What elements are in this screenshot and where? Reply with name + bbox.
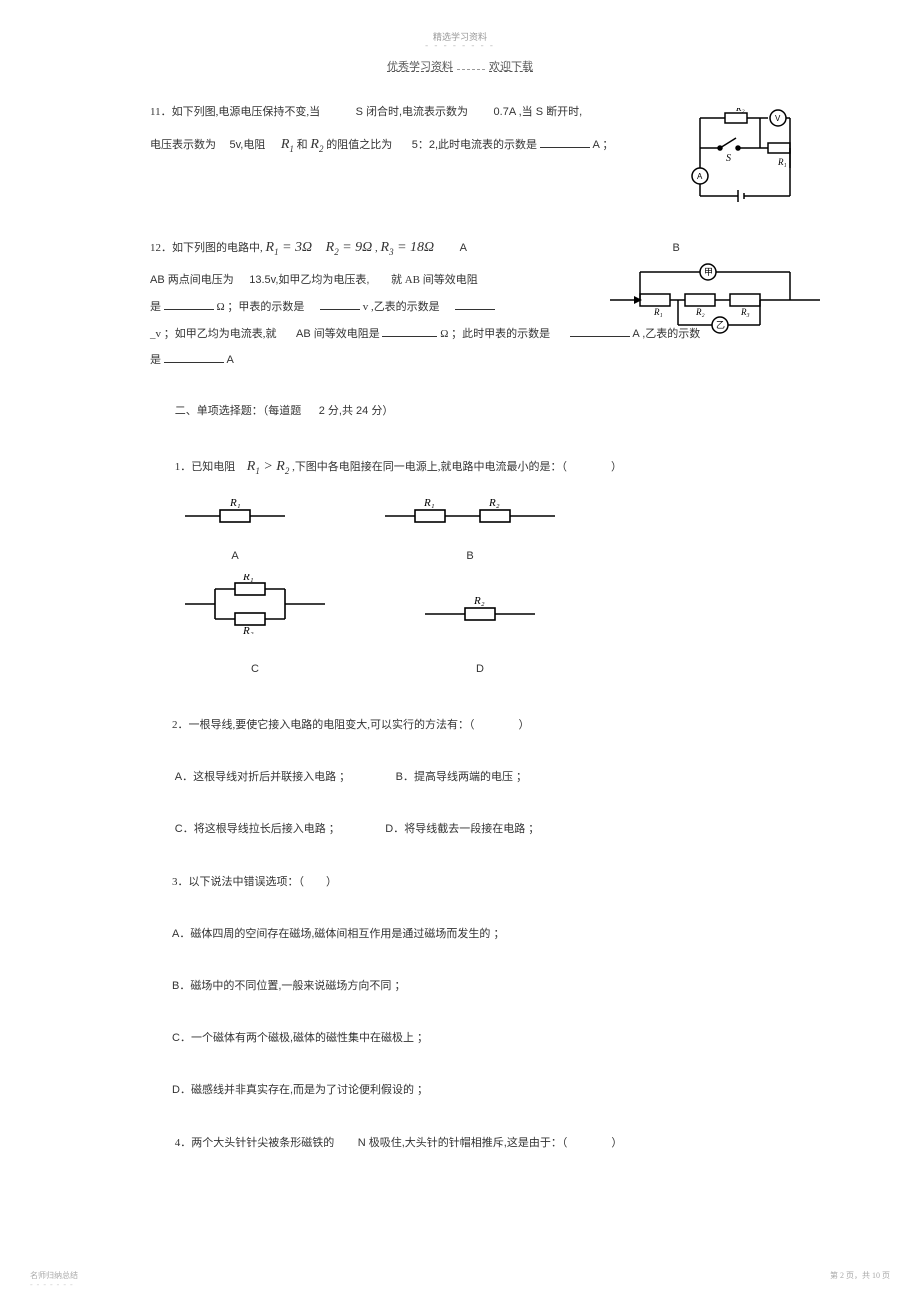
- m1-prefix: 1．已知电阻: [175, 461, 236, 473]
- q12-blank6: [164, 352, 224, 363]
- q11-line1: 11．如下列图,电源电压保持不变,当 S 闭合时,电流表示数为 0.7A ,当 …: [150, 100, 770, 124]
- q11-s1: S 闭合时,电流表示数为: [356, 106, 468, 118]
- q11-line2: 电压表示数为 5v,电阻 R1 和 R2 的阻值之比为 5：2,此时电流表的示数…: [150, 130, 770, 161]
- m2-ab: A．这根导线对折后并联接入电路 ； B．提高导线两端的电压 ；: [150, 765, 770, 789]
- q12-l4a: _v ；如甲乙均为电流表,就: [150, 328, 277, 340]
- opt-B: R₁ R₂ B: [380, 494, 560, 567]
- m3-D: D．磁感线并非真实存在,而是为了讨论便利假设的 ；: [150, 1078, 770, 1102]
- svg-text:V: V: [775, 114, 781, 123]
- svg-text:R₁: R₁: [423, 497, 435, 509]
- opt-A-label: A: [180, 544, 290, 568]
- q11-R2: R2: [310, 137, 323, 152]
- sec2-b: 2 分,共 24 分）: [319, 405, 394, 417]
- m1-line: 1．已知电阻 R1 > R2 ,下图中各电阻接在同一电源上,就电路中电流最小的是…: [150, 452, 770, 483]
- opt-B-label: B: [380, 544, 560, 568]
- q11-l2a: 电压表示数为: [150, 139, 216, 151]
- svg-text:R₂: R₂: [473, 595, 485, 607]
- q12-R2eq: R2 = 9Ω: [326, 240, 373, 255]
- opt-D: R₂ D: [420, 574, 540, 681]
- q12-vunit: v ,乙表的示数是: [363, 301, 440, 313]
- svg-text:R₁: R₁: [242, 574, 254, 583]
- header-dashes: - - - - - - - -: [0, 40, 920, 50]
- q12-line5: 是 A: [150, 350, 770, 371]
- m2-D: D．将导线截去一段接在电路 ；: [385, 823, 539, 835]
- q12-mid4: AB 间等效电阻是: [296, 328, 380, 340]
- q12-l3a: 是: [150, 301, 161, 313]
- q11-ratio: 5：2,此时电流表的示数是: [412, 139, 537, 151]
- q11-and: 和: [297, 139, 311, 151]
- q11-val1: 0.7A ,当 S 断开时,: [494, 106, 583, 118]
- q12-blank3: [455, 299, 495, 310]
- m2-A: A．这根导线对折后并联接入电路 ；: [175, 771, 350, 783]
- sub-right: 欢迎下载: [489, 61, 533, 73]
- m3-A: A．磁体四周的空间存在磁场,磁体间相互作用是通过磁场而发生的 ；: [150, 922, 770, 946]
- m4-q: 4．两个大头针针尖被条形磁铁的 N 极吸住,大头针的针帽相推斥,这是由于：（ ）: [150, 1131, 770, 1155]
- svg-text:R₂: R₂: [488, 497, 500, 509]
- opt-C: R₁ R₂ C: [180, 574, 330, 681]
- q12-A: A: [460, 242, 467, 254]
- sec2-a: 二、单项选择题：（每道题: [175, 405, 302, 417]
- m3-q: 3．以下说法中错误选项：（ ）: [150, 870, 770, 894]
- q12-ohm2: Ω ；此时甲表的示数是: [440, 328, 550, 340]
- footer-right: 第 2 页，共 10 页: [830, 1270, 890, 1281]
- q12-line1: 12．如下列图的电路中, R1 = 3Ω R2 = 9Ω , R3 = 18Ω …: [150, 233, 770, 264]
- opt-A: R₁ A: [180, 494, 290, 567]
- q12-comma: ,: [375, 242, 381, 254]
- q12-R3eq: R3 = 18Ω: [381, 240, 435, 255]
- m1-tail: ,下图中各电阻接在同一电源上,就电路中电流最小的是：（ ）: [292, 461, 622, 473]
- q11-tail: A ；: [593, 139, 614, 151]
- header-subtitle: 优秀学习资料 欢迎下载: [0, 58, 920, 74]
- q11-vval: 5v,电阻: [230, 139, 266, 151]
- q11-R1: R1: [281, 137, 294, 152]
- m2-q: 2．一根导线,要使它接入电路的电阻变大,可以实行的方法有：（ ）: [150, 713, 770, 737]
- svg-text:R₁: R₁: [777, 157, 787, 167]
- svg-text:R₁: R₁: [229, 497, 241, 509]
- footer-left-dash: - - - - - - -: [30, 1280, 74, 1289]
- q12-tail4: A ,乙表的示数: [632, 328, 700, 340]
- m1-ineq: R1 > R2: [247, 459, 290, 474]
- q12-blank2: [320, 299, 360, 310]
- m1-figures: R₁ A R₁ R₂ B R₁ R₂ C: [180, 494, 770, 681]
- q12-ohm: Ω ；甲表的示数是: [217, 301, 305, 313]
- q12-R1eq: R1 = 3Ω: [266, 240, 313, 255]
- q11-prefix: 11．如下列图,电源电压保持不变,当: [150, 106, 320, 118]
- q11-blank: [540, 137, 590, 148]
- m3-B: B．磁场中的不同位置,一般来说磁场方向不同 ；: [150, 974, 770, 998]
- q12-blank5: [570, 326, 630, 337]
- q12-line2: AB 两点间电压为 13.5v,如甲乙均为电压表, 就 AB 间等效电阻: [150, 270, 770, 291]
- q12-l5: 是: [150, 354, 161, 366]
- q12-blank4: [382, 326, 437, 337]
- opt-D-label: D: [420, 657, 540, 681]
- m2-cd: C．将这根导线拉长后接入电路 ； D．将导线截去一段接在电路 ；: [150, 817, 770, 841]
- q12-l2: AB 两点间电压为: [150, 274, 234, 286]
- q12-blank1: [164, 299, 214, 310]
- q12-line4: _v ；如甲乙均为电流表,就 AB 间等效电阻是 Ω ；此时甲表的示数是 A ,…: [150, 324, 770, 345]
- m2-B: B．提高导线两端的电压 ；: [396, 771, 527, 783]
- sub-left: 优秀学习资料: [387, 61, 453, 73]
- m2-C: C．将这根导线拉长后接入电路 ；: [175, 823, 340, 835]
- q12-B: B: [673, 242, 680, 254]
- m3-C: C．一个磁体有两个磁极,磁体的磁性集中在磁极上 ；: [150, 1026, 770, 1050]
- m4-mid: N 极吸住,大头针的针帽相推斥,这是由于：（ ）: [358, 1137, 623, 1149]
- svg-text:R₂: R₂: [242, 625, 254, 634]
- q12-mid2: 就 AB 间等效电阻: [391, 274, 478, 286]
- q11-mid: 的阻值之比为: [326, 139, 392, 151]
- m4-prefix: 4．两个大头针针尖被条形磁铁的: [175, 1137, 335, 1149]
- section2-title: 二、单项选择题：（每道题 2 分,共 24 分）: [150, 399, 770, 423]
- page-content: 11．如下列图,电源电压保持不变,当 S 闭合时,电流表示数为 0.7A ,当 …: [150, 100, 770, 1161]
- q12-prefix: 12．如下列图的电路中,: [150, 242, 263, 254]
- q12-vval: 13.5v,如甲乙均为电压表,: [249, 274, 369, 286]
- opt-C-label: C: [180, 657, 330, 681]
- q12-line3: 是 Ω ；甲表的示数是 v ,乙表的示数是: [150, 297, 770, 318]
- q12-tail5: A: [227, 354, 234, 366]
